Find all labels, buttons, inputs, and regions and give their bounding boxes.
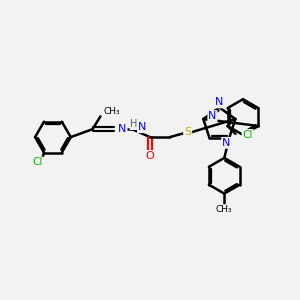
Text: CH₃: CH₃	[103, 107, 120, 116]
Text: N: N	[118, 124, 127, 134]
Text: Cl: Cl	[242, 130, 253, 140]
Text: N: N	[138, 122, 146, 132]
Text: N: N	[215, 98, 224, 107]
Text: N: N	[222, 138, 230, 148]
Text: N: N	[208, 111, 217, 121]
Text: O: O	[146, 151, 154, 161]
Text: H: H	[130, 119, 138, 129]
Text: CH₃: CH₃	[216, 205, 232, 214]
Text: S: S	[184, 127, 191, 137]
Text: Cl: Cl	[33, 158, 43, 167]
